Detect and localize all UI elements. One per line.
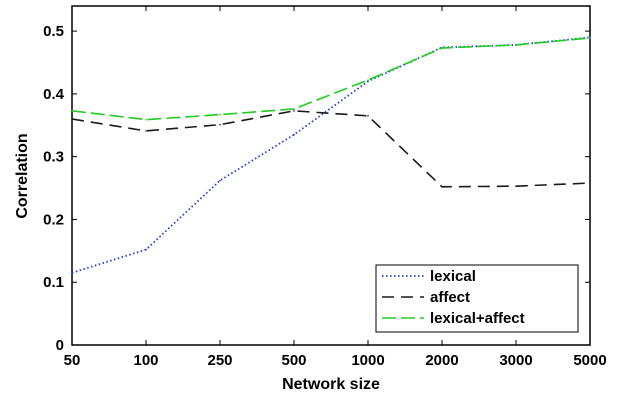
- series-group: [71, 36, 591, 274]
- data-point: [441, 47, 443, 49]
- data-point: [293, 108, 295, 110]
- series-line-lexical: [71, 36, 591, 274]
- data-point: [219, 123, 221, 126]
- data-point: [71, 272, 73, 274]
- plot-area: [71, 5, 591, 346]
- x-tick-label: 3000: [499, 352, 532, 369]
- data-point: [515, 185, 517, 187]
- data-point: [367, 115, 369, 117]
- data-point: [219, 179, 221, 182]
- y-tick-label: 0.4: [43, 86, 65, 103]
- data-point: [367, 79, 369, 81]
- plot-frame: [71, 5, 591, 346]
- legend-label: lexical+affect: [430, 310, 525, 327]
- x-tick-label: 500: [281, 352, 306, 369]
- data-point: [293, 110, 295, 112]
- legend-label: lexical: [430, 268, 476, 285]
- legend-label: affect: [430, 289, 470, 306]
- y-tick-label: 0.2: [43, 211, 64, 228]
- y-tick-label: 0: [56, 337, 64, 354]
- series-line-affect: [71, 110, 591, 188]
- x-axis-title: Network size: [282, 376, 380, 393]
- y-tick-label: 0.3: [43, 149, 64, 166]
- x-tick-label: 100: [133, 352, 158, 369]
- y-tick-label: 0.5: [43, 23, 64, 40]
- data-point: [145, 248, 147, 251]
- x-tick-label: 2000: [425, 352, 458, 369]
- data-point: [71, 118, 73, 120]
- data-point: [441, 186, 443, 188]
- data-point: [219, 113, 221, 116]
- y-tick-label: 0.1: [43, 274, 64, 291]
- x-tick-label: 1000: [351, 352, 384, 369]
- data-point: [589, 182, 591, 184]
- x-tick-label: 50: [64, 352, 81, 369]
- series-line-lexical-plus-affect: [71, 37, 591, 121]
- data-point: [145, 118, 147, 121]
- data-point: [71, 110, 73, 112]
- data-point: [367, 80, 369, 83]
- data-point: [293, 133, 295, 136]
- data-point: [515, 44, 517, 46]
- data-point: [589, 37, 591, 39]
- data-point: [145, 130, 147, 132]
- y-axis-title: Correlation: [14, 133, 31, 218]
- x-tick-label: 5000: [573, 352, 606, 369]
- y-axis: 0 0.1 0.2 0.3 0.4 0.5: [43, 23, 590, 354]
- x-tick-label: 250: [207, 352, 232, 369]
- x-axis: 50 100 250 500 1000 2000 3000 5000: [64, 6, 607, 369]
- legend: lexical affect lexical+affect: [375, 264, 579, 333]
- legend-box: [375, 264, 579, 333]
